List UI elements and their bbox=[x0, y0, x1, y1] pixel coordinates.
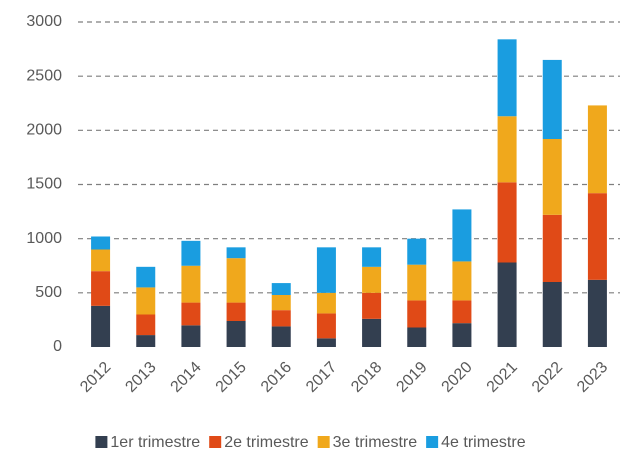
legend-swatch bbox=[317, 436, 330, 448]
x-tick-label: 2021 bbox=[484, 359, 521, 396]
bar-segment bbox=[271, 310, 291, 327]
x-tick-label: 2014 bbox=[168, 359, 205, 396]
x-tick-label: 2022 bbox=[529, 359, 566, 396]
bar-segment bbox=[91, 271, 111, 306]
legend-label: 4e trimestre bbox=[441, 434, 526, 451]
bar-segment bbox=[91, 236, 111, 250]
x-tick-label: 2015 bbox=[213, 359, 250, 396]
bar-segment bbox=[452, 300, 472, 324]
y-tick-label: 1000 bbox=[26, 230, 62, 247]
bar-segment bbox=[136, 266, 156, 288]
bar-segment bbox=[362, 318, 382, 347]
bar-segment bbox=[587, 105, 607, 194]
bar-segment bbox=[226, 321, 246, 347]
y-tick-label: 3000 bbox=[26, 13, 62, 30]
bar-segment bbox=[497, 182, 517, 263]
bar-segment bbox=[316, 247, 336, 293]
legend-label: 2e trimestre bbox=[224, 434, 309, 451]
bar-segment bbox=[542, 214, 562, 282]
bar-segment bbox=[452, 209, 472, 262]
bar-segment bbox=[136, 314, 156, 336]
bar-segment bbox=[91, 305, 111, 347]
bar-segment bbox=[271, 295, 291, 311]
x-tick-label: 2016 bbox=[258, 359, 295, 396]
bar-segment bbox=[181, 265, 201, 303]
bar-segment bbox=[181, 240, 201, 266]
bar-segment bbox=[407, 238, 427, 265]
bar-segment bbox=[362, 266, 382, 293]
y-tick-label: 0 bbox=[53, 338, 62, 355]
x-tick-label: 2020 bbox=[439, 359, 476, 396]
bar-segment bbox=[136, 335, 156, 347]
x-tick-label: 2017 bbox=[303, 359, 340, 396]
bar-segment bbox=[542, 139, 562, 215]
bar-segment bbox=[407, 264, 427, 301]
bar-segment bbox=[497, 116, 517, 183]
bar-segment bbox=[542, 59, 562, 139]
bar-segment bbox=[542, 282, 562, 347]
bar-segment bbox=[271, 326, 291, 347]
legend-swatch bbox=[426, 436, 439, 448]
bar-segment bbox=[316, 313, 336, 339]
bar-segment bbox=[316, 338, 336, 347]
bar-segment bbox=[407, 300, 427, 328]
legend-swatch bbox=[209, 436, 222, 448]
x-tick-label: 2018 bbox=[348, 359, 385, 396]
bar-segment bbox=[316, 292, 336, 314]
bar-segment bbox=[91, 249, 111, 272]
legend-label: 1er trimestre bbox=[110, 434, 200, 451]
bar-segment bbox=[136, 287, 156, 315]
bar-segment bbox=[226, 302, 246, 321]
bar-segment bbox=[587, 193, 607, 280]
bar-segment bbox=[226, 247, 246, 259]
x-tick-label: 2013 bbox=[122, 359, 159, 396]
y-tick-label: 2000 bbox=[26, 122, 62, 139]
bar-segment bbox=[181, 325, 201, 347]
bar-segment bbox=[497, 39, 517, 117]
x-tick-label: 2019 bbox=[393, 359, 430, 396]
legend-label: 3e trimestre bbox=[333, 434, 418, 451]
bar-segment bbox=[226, 258, 246, 303]
y-tick-label: 2500 bbox=[26, 67, 62, 84]
bar-segment bbox=[271, 283, 291, 295]
y-tick-label: 1500 bbox=[26, 176, 62, 193]
bar-segment bbox=[362, 247, 382, 267]
bar-segment bbox=[587, 279, 607, 347]
bar-segment bbox=[181, 302, 201, 326]
bar-segment bbox=[452, 261, 472, 301]
x-tick-label: 2012 bbox=[77, 359, 114, 396]
bar-segment bbox=[452, 323, 472, 347]
bar-segment bbox=[497, 262, 517, 347]
y-tick-label: 500 bbox=[35, 284, 62, 301]
legend-swatch bbox=[95, 436, 108, 448]
x-tick-label: 2023 bbox=[574, 359, 611, 396]
bar-segment bbox=[362, 292, 382, 319]
bar-segment bbox=[407, 327, 427, 347]
